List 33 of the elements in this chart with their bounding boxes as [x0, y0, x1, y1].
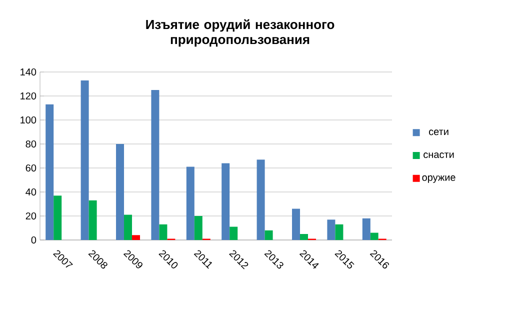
legend-label: снасти: [424, 152, 454, 158]
bar: [80, 80, 89, 240]
bar: [300, 234, 308, 240]
bar: [159, 224, 168, 240]
bar: [222, 163, 230, 240]
y-tick-label: 80: [26, 140, 36, 148]
bar: [362, 218, 370, 240]
bar: [132, 235, 140, 240]
bar: [88, 200, 97, 240]
chart-title: Изъятие орудий незаконного природопользования: [146, 19, 334, 47]
bar: [194, 216, 202, 240]
y-tick-label: 60: [26, 164, 36, 172]
bar: [124, 214, 132, 240]
bar: [46, 104, 54, 240]
bar: [327, 220, 336, 240]
bar: [292, 208, 300, 240]
bar: [256, 160, 265, 240]
bar: [230, 226, 238, 240]
y-tick-label: 120: [20, 92, 36, 100]
bar: [370, 232, 378, 240]
y-tick-label: 0: [31, 236, 36, 244]
bar: [151, 90, 160, 240]
bar: [335, 224, 344, 240]
bar: [116, 144, 124, 240]
y-tick-label: 100: [20, 116, 36, 124]
y-tick-label: 40: [26, 188, 36, 196]
bar: [186, 166, 194, 240]
legend-label: оружие: [422, 175, 456, 183]
legend-label: сети: [429, 130, 448, 136]
y-tick-label: 20: [26, 212, 36, 220]
bar: [264, 230, 273, 240]
y-tick-label: 140: [20, 68, 36, 76]
bar: [54, 196, 62, 240]
